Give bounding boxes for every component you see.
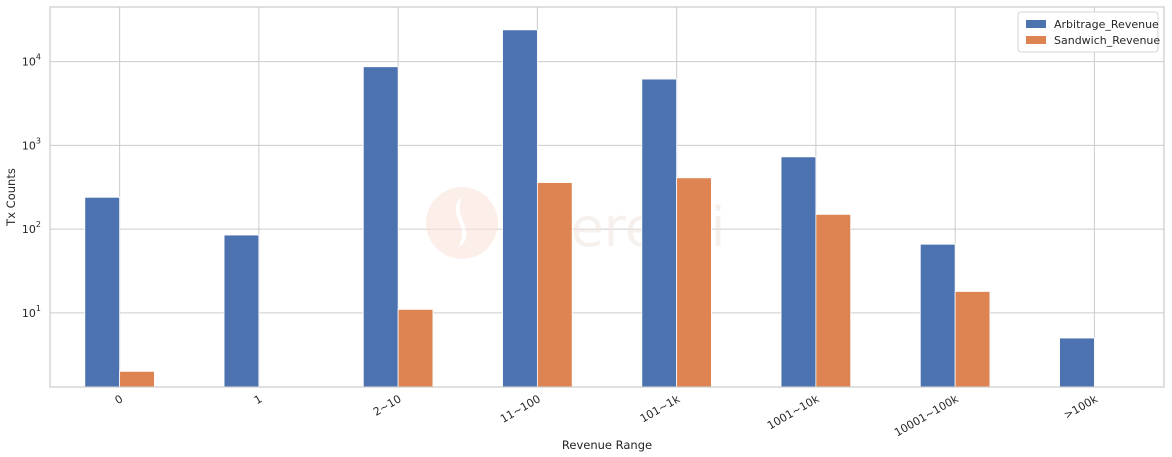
bar-arbitrage-revenue [641,78,678,388]
y-axis-title: Tx Counts [4,168,18,227]
bar-arbitrage-revenue [84,196,121,388]
x-tick-label: 1001~10k [765,392,822,432]
y-tick-label: 104 [22,53,41,69]
bar-sandwich-revenue [397,308,434,388]
x-tick-label: 1 [252,392,265,407]
y-tick-label: 103 [22,136,41,152]
x-tick-label: 0 [113,392,126,407]
x-tick-label: >100k [1062,392,1101,422]
x-tick-label: 101~1k [638,392,683,425]
bar-sandwich-revenue [676,177,712,388]
bar-arbitrage-revenue [1059,337,1095,388]
legend-label: Sandwich_Revenue [1054,34,1160,47]
bar-sandwich-revenue [119,370,155,388]
bar-sandwich-revenue [536,182,573,388]
axes-frame [49,6,1165,388]
bar-arbitrage-revenue [362,66,399,388]
bar-sandwich-revenue [954,291,991,388]
bar-arbitrage-revenue [502,29,538,388]
legend-label: Arbitrage_Revenue [1054,18,1159,31]
legend-swatch [1026,20,1046,28]
legend: Arbitrage_Revenue Sandwich_Revenue [1017,11,1160,53]
x-tick-label: 10001~100k [892,392,961,439]
bar-arbitrage-revenue [919,243,956,388]
x-axis-title: Revenue Range [562,438,652,452]
legend-swatch [1026,36,1046,44]
bar-sandwich-revenue [815,213,852,388]
legend-box [1017,11,1159,53]
watermark-flame-icon [455,196,467,248]
bar-arbitrage-revenue [780,156,817,388]
bar-arbitrage-revenue [223,234,260,388]
y-tick-label: 101 [22,304,41,320]
x-tick-label: 2~10 [371,392,404,418]
bars [84,29,1095,388]
y-tick-labels: 101 102 103 104 [22,53,41,320]
plot-frame [49,6,1165,388]
x-tick-labels: 0 1 2~10 11~100 101~1k 1001~10k 10001~100k >100… [113,392,1101,439]
x-tick-label: 11~100 [498,392,543,425]
y-tick-label: 102 [22,220,41,236]
